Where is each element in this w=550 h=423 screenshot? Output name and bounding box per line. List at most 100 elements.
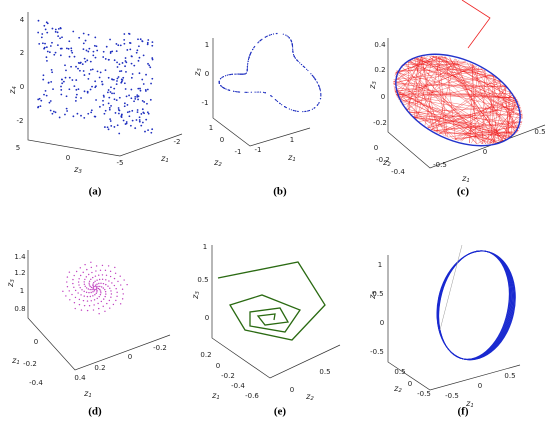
tick-label: 0.2 xyxy=(200,351,211,359)
point xyxy=(120,284,122,286)
point xyxy=(319,87,321,89)
point xyxy=(71,79,74,81)
point xyxy=(54,30,57,33)
point xyxy=(74,100,77,102)
point xyxy=(305,110,307,112)
trajectory xyxy=(501,99,517,142)
point xyxy=(221,76,223,79)
point xyxy=(37,98,40,101)
point xyxy=(39,105,42,108)
point xyxy=(73,286,75,288)
point xyxy=(83,283,86,285)
point xyxy=(93,115,96,118)
point xyxy=(68,55,71,58)
point xyxy=(126,283,128,286)
point xyxy=(118,96,121,99)
point xyxy=(117,108,120,111)
point xyxy=(88,273,90,276)
trajectory xyxy=(433,55,518,101)
tick-label: 0 xyxy=(220,136,224,144)
point xyxy=(48,51,51,54)
point xyxy=(61,36,63,39)
point xyxy=(91,271,93,274)
axis-label-sub: 3 xyxy=(372,291,378,295)
tick-label: 0.5 xyxy=(197,276,208,284)
point xyxy=(74,307,76,310)
point xyxy=(129,42,132,44)
axis-label-base: z xyxy=(213,158,219,167)
point xyxy=(116,80,118,82)
point xyxy=(44,90,47,92)
point xyxy=(238,91,240,93)
tick-label: -1 xyxy=(235,148,242,156)
axis-label: z2 xyxy=(393,384,402,394)
point xyxy=(113,126,116,128)
point xyxy=(238,91,241,93)
tick-label: 1.2 xyxy=(14,269,25,277)
trajectory xyxy=(427,103,520,128)
point xyxy=(102,56,105,58)
trajectory xyxy=(393,82,507,87)
point xyxy=(138,119,141,121)
point xyxy=(101,83,104,86)
point xyxy=(99,288,101,291)
point xyxy=(133,100,135,103)
point xyxy=(88,280,91,282)
point xyxy=(62,80,65,83)
point xyxy=(291,42,293,45)
point xyxy=(146,43,149,46)
point xyxy=(90,261,92,263)
axis-label-base: z xyxy=(287,153,293,162)
point xyxy=(105,283,107,286)
trajectory xyxy=(438,94,514,134)
point xyxy=(48,101,51,104)
point xyxy=(246,69,248,72)
axis-label-sub: 3 xyxy=(197,68,203,72)
point xyxy=(111,50,114,53)
trajectory xyxy=(401,65,508,88)
point xyxy=(300,63,303,66)
point xyxy=(68,76,71,79)
axis-label: z3 xyxy=(193,68,203,77)
point xyxy=(320,94,322,96)
point xyxy=(268,34,270,36)
point xyxy=(82,271,84,274)
point xyxy=(226,74,228,76)
point xyxy=(105,293,107,295)
point xyxy=(65,295,67,297)
point xyxy=(115,99,118,101)
point xyxy=(151,41,154,44)
point xyxy=(131,119,134,122)
point xyxy=(44,28,47,31)
tick-label: 0 xyxy=(205,70,209,78)
point xyxy=(106,302,108,305)
point xyxy=(121,79,124,81)
point xyxy=(133,64,136,67)
axis-label: z3 xyxy=(191,291,201,300)
point xyxy=(93,299,96,301)
point xyxy=(125,70,127,73)
point xyxy=(146,102,148,105)
point xyxy=(83,290,85,293)
point xyxy=(291,44,293,46)
tick-label: 0 xyxy=(216,362,220,370)
tick-label: 0 xyxy=(478,382,482,390)
axis-frame xyxy=(27,12,183,157)
point xyxy=(292,48,294,51)
point xyxy=(113,59,116,62)
point xyxy=(95,288,98,290)
point xyxy=(102,305,104,308)
tick-label: 0.8 xyxy=(14,305,25,313)
point xyxy=(102,103,105,106)
point xyxy=(275,100,278,102)
limit-cycle xyxy=(438,250,510,360)
point xyxy=(56,44,59,47)
point xyxy=(109,307,111,309)
point xyxy=(102,287,105,289)
point xyxy=(86,59,89,62)
limit-cycle xyxy=(438,250,511,360)
point xyxy=(124,123,127,125)
tick-label: 4 xyxy=(20,16,25,24)
point xyxy=(82,70,85,72)
point xyxy=(102,99,104,102)
